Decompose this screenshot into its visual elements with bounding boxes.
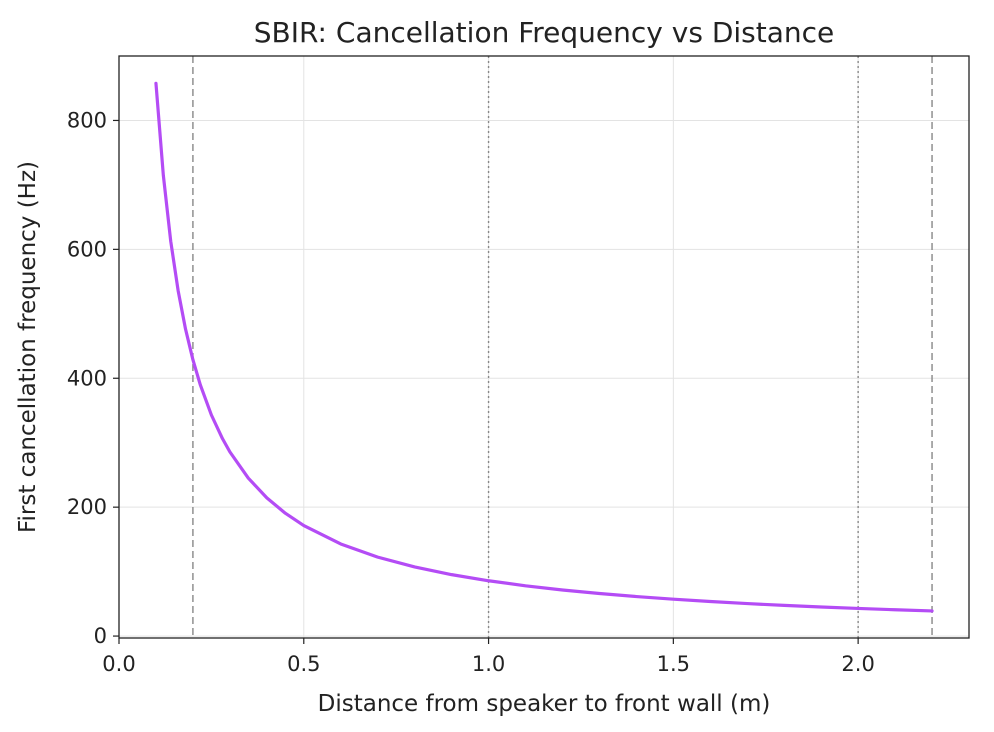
x-tick-label: 0.0 — [102, 652, 135, 676]
x-tick-label: 2.0 — [841, 652, 874, 676]
y-tick-label: 800 — [67, 108, 107, 132]
y-tick-label: 200 — [67, 495, 107, 519]
y-axis-label: First cancellation frequency (Hz) — [15, 161, 41, 533]
x-axis-label: Distance from speaker to front wall (m) — [318, 691, 771, 717]
series-line — [154, 81, 934, 613]
x-axis-ticks: 0.0 0.5 1.0 1.5 2.0 — [102, 638, 875, 676]
series-group — [154, 81, 934, 613]
x-tick-label: 1.5 — [657, 652, 690, 676]
y-axis-ticks: 0 200 400 600 800 — [67, 108, 119, 648]
plot-frame — [118, 55, 970, 639]
grid — [118, 56, 969, 638]
x-tick-label: 0.5 — [287, 652, 320, 676]
y-tick-label: 400 — [67, 366, 107, 390]
chart-title: SBIR: Cancellation Frequency vs Distance — [254, 16, 835, 49]
y-tick-label: 0 — [94, 624, 107, 648]
x-tick-label: 1.0 — [472, 652, 505, 676]
y-tick-label: 600 — [67, 237, 107, 261]
reference-lines — [192, 56, 933, 638]
